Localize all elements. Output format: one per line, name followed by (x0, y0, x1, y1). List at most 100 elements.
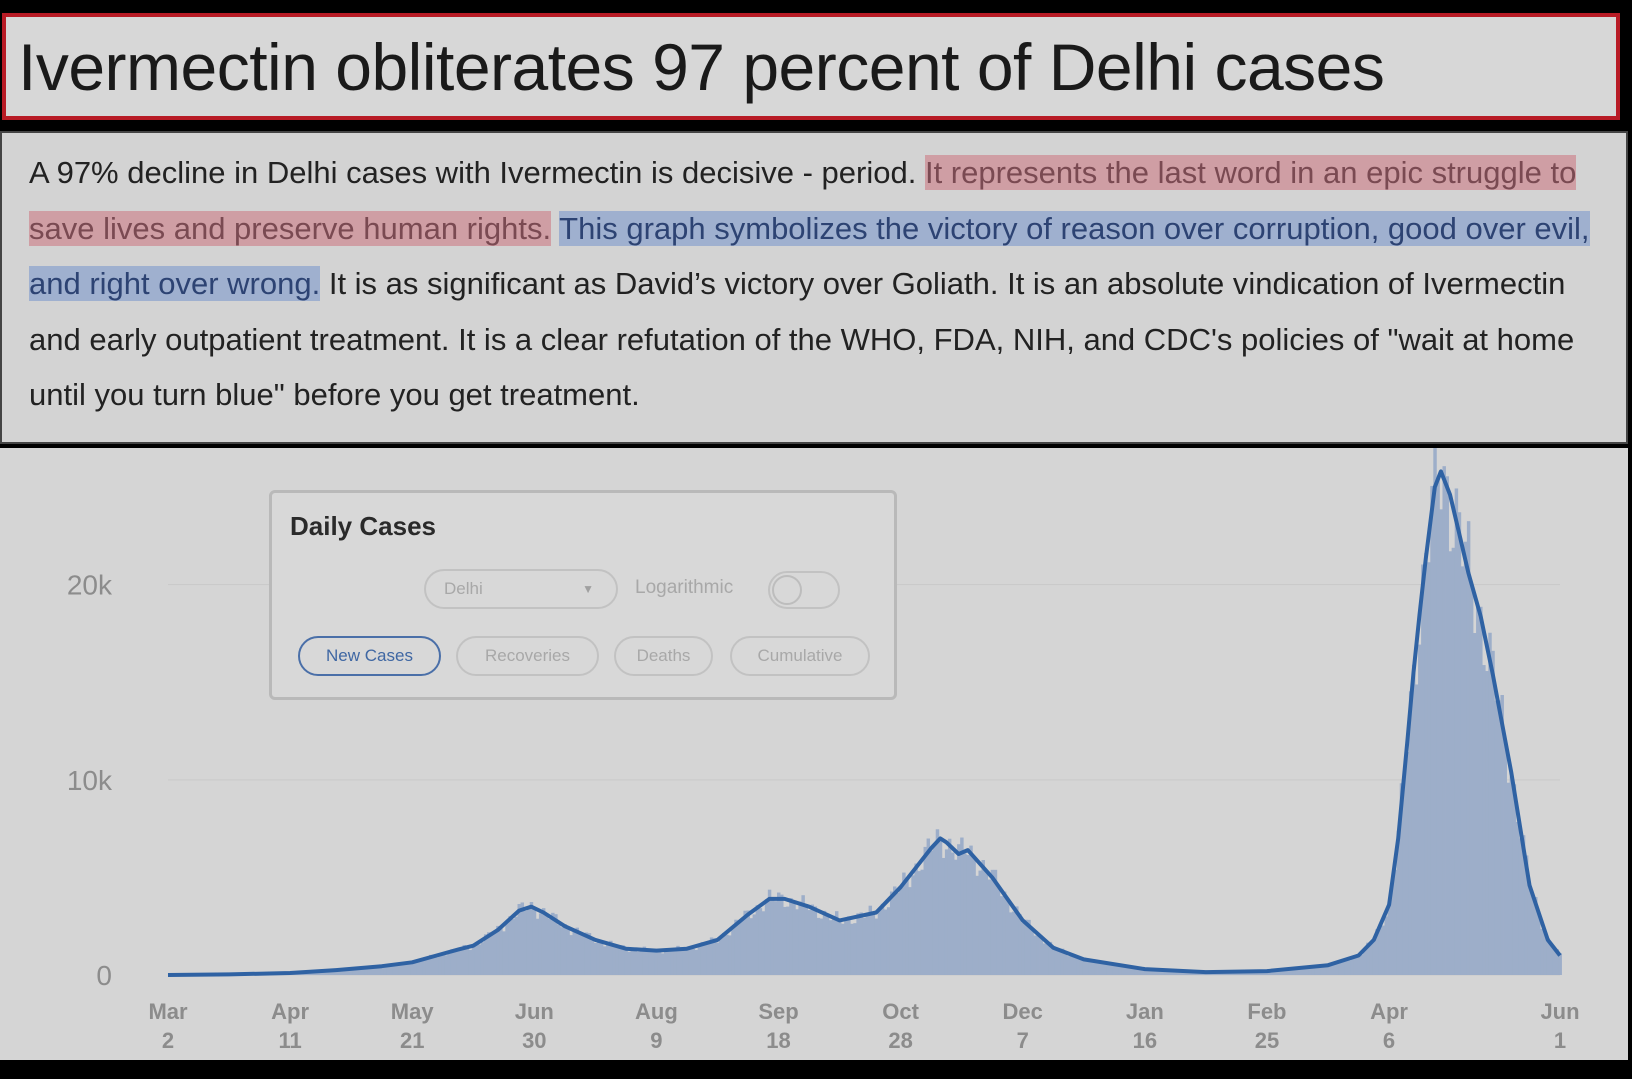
x-tick-month: May (391, 999, 435, 1024)
daily-bar (496, 925, 500, 975)
headline: Ivermectin obliterates 97 percent of Del… (18, 29, 1385, 104)
daily-bar (444, 955, 448, 975)
daily-bar (471, 946, 476, 975)
daily-bar (331, 970, 335, 975)
daily-bar (1405, 752, 1410, 975)
daily-bar (944, 849, 949, 975)
daily-bar (1430, 485, 1434, 975)
daily-bar (709, 937, 714, 975)
daily-bar (1494, 700, 1498, 975)
daily-bar (1048, 941, 1053, 975)
daily-bar (1295, 967, 1300, 975)
daily-bar (969, 845, 973, 975)
daily-bar (1121, 966, 1126, 975)
daily-bar (1460, 566, 1465, 975)
logarithmic-toggle[interactable] (768, 571, 840, 609)
daily-bar (822, 910, 827, 975)
daily-bar (703, 944, 708, 975)
daily-bar (1067, 956, 1071, 975)
daily-bar (1332, 962, 1337, 975)
daily-bar (374, 966, 378, 975)
daily-bar (712, 938, 717, 975)
daily-bar (807, 910, 811, 975)
tab-new-cases[interactable]: New Cases (298, 636, 441, 676)
daily-bar (404, 962, 409, 975)
daily-bar (1488, 632, 1492, 975)
daily-bar (737, 922, 741, 975)
daily-bar (1500, 694, 1504, 975)
daily-bar (1088, 960, 1092, 975)
daily-bar (886, 907, 891, 975)
region-select[interactable]: Delhi ▼ (424, 569, 618, 609)
daily-bar (1015, 906, 1019, 975)
daily-bar (1100, 964, 1105, 975)
daily-bar (453, 948, 457, 975)
daily-bar (1469, 584, 1474, 975)
daily-bar (377, 967, 381, 975)
daily-bar (1384, 916, 1388, 975)
daily-bar (1436, 478, 1440, 975)
daily-bar (902, 872, 906, 975)
daily-bar (584, 932, 589, 975)
daily-bar (1146, 969, 1150, 975)
daily-bar (380, 966, 384, 975)
daily-bar (920, 869, 924, 975)
daily-bar (1155, 970, 1159, 975)
headline-banner: Ivermectin obliterates 97 percent of Del… (2, 13, 1620, 120)
daily-bar (746, 910, 750, 975)
daily-bar (932, 846, 937, 975)
daily-bar (1021, 922, 1025, 975)
daily-bar (1527, 888, 1532, 975)
daily-bar (813, 906, 818, 975)
daily-bar (835, 911, 839, 975)
daily-bar (764, 899, 769, 975)
daily-bar (407, 962, 412, 975)
daily-bar (474, 942, 479, 975)
daily-bar (1079, 958, 1083, 975)
daily-bar (493, 931, 497, 975)
daily-bar (383, 965, 387, 975)
daily-bar (1369, 943, 1373, 975)
y-tick-label: 0 (96, 960, 112, 991)
daily-bar (1415, 684, 1419, 975)
daily-bar (1097, 962, 1101, 975)
daily-bar (831, 915, 836, 975)
daily-bar (371, 966, 375, 975)
daily-bar (1378, 924, 1382, 975)
x-tick-month: Sep (758, 999, 798, 1024)
daily-bar (1036, 933, 1040, 975)
daily-bar (1125, 966, 1129, 975)
daily-bar (905, 877, 909, 975)
daily-bar (801, 895, 805, 975)
daily-bar (1473, 633, 1477, 975)
daily-bar (758, 908, 763, 975)
daily-bar (566, 928, 570, 975)
daily-bar (676, 945, 680, 975)
daily-bar (1491, 650, 1495, 975)
daily-bar (435, 957, 439, 975)
daily-bar (593, 943, 598, 975)
daily-bar (322, 971, 326, 975)
daily-bar (1115, 963, 1120, 975)
daily-bar (398, 963, 402, 975)
daily-bar (1558, 953, 1562, 975)
daily-bar (1463, 541, 1468, 975)
daily-bar (963, 853, 967, 975)
daily-bar (938, 837, 943, 975)
daily-bar (816, 917, 821, 975)
daily-bar (1326, 966, 1330, 975)
daily-bar (1070, 954, 1074, 975)
tab-recoveries[interactable]: Recoveries (456, 636, 599, 676)
daily-bar (1051, 945, 1056, 975)
daily-bar (1305, 967, 1309, 975)
daily-bar (1372, 940, 1376, 975)
daily-bar (1302, 967, 1306, 975)
daily-bar (1375, 929, 1379, 975)
tab-cumulative[interactable]: Cumulative (730, 636, 870, 676)
tab-deaths[interactable]: Deaths (614, 636, 713, 676)
daily-bar (960, 837, 964, 975)
daily-bar (773, 901, 778, 975)
daily-bar (1497, 700, 1501, 975)
daily-bar (1005, 898, 1010, 975)
daily-bar (1283, 969, 1288, 975)
